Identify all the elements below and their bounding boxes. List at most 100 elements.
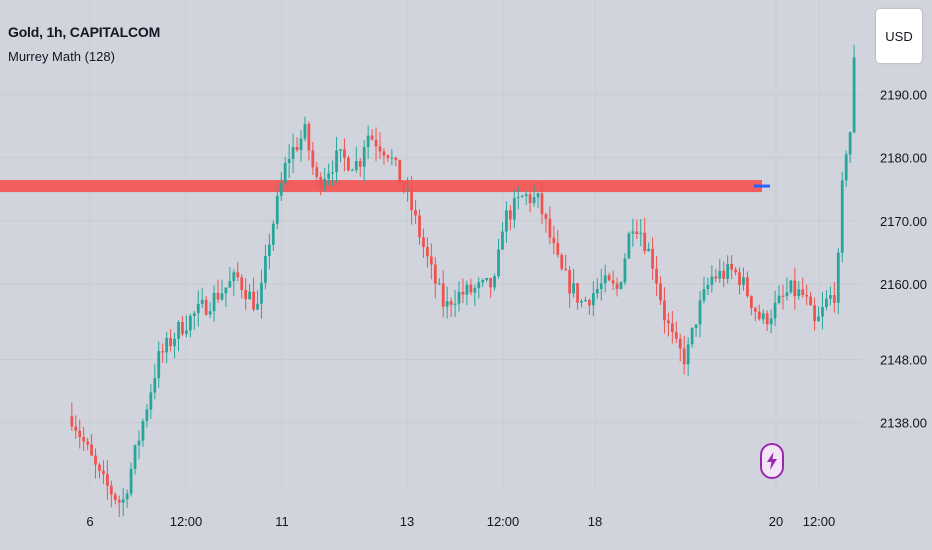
candle-body [252,291,255,310]
candle-body [204,299,208,315]
candle-body [212,292,216,312]
candle-body [94,455,97,465]
candle-body [287,158,291,163]
candle-body [327,173,331,179]
candle-body [501,231,504,250]
candle-body [773,302,777,319]
candle-body [161,351,165,353]
candle-body [556,243,560,255]
x-axis: 6 12:00 11 13 12:00 18 20 12:00 [86,514,835,529]
candle-body [406,189,410,191]
candle-body [738,272,741,285]
x-tick-label: 18 [588,514,602,529]
candle-body [552,237,556,244]
y-axis: 2190.00 2180.00 2170.00 2160.00 2148.00 2138.… [880,88,927,431]
candle-body [797,289,801,297]
candle-body [584,300,587,302]
candle-body [410,189,413,211]
candle-body [560,254,564,269]
candle-body [651,248,654,269]
candle-body [465,284,469,295]
candle-body [145,409,149,422]
candle-body [655,268,658,284]
symbol-title: Gold, 1h, CAPITALCOM [8,24,161,40]
candle-body [544,214,548,219]
candle-body [832,295,836,303]
x-tick-label: 12:00 [487,514,520,529]
candle-body [817,316,820,322]
candle-body [414,210,417,216]
x-tick-label: 20 [769,514,783,529]
candle-body [200,299,204,304]
candle-body [753,308,757,312]
candle-body [746,277,749,297]
candle-body [718,270,722,279]
candle-body [508,210,512,220]
candle-body [260,282,263,304]
candle-body [370,135,374,140]
candle-body [275,195,279,224]
candle-body [181,321,184,335]
candle-body [734,269,737,273]
candle-body [710,276,714,285]
candle-body [619,282,623,289]
candle-body [109,485,113,495]
candle-body [220,293,224,300]
candle-body [532,197,536,204]
candle-body [394,157,398,160]
currency-button[interactable]: USD [876,9,922,63]
candle-body [82,437,86,442]
candle-body [615,283,619,289]
candle-body [485,277,489,281]
candle-body [647,248,651,252]
candle-body [461,291,465,295]
candle-body [548,218,552,238]
candle-body [757,311,761,320]
indicator-label[interactable]: Murrey Math (128) [8,49,115,64]
candle-body [433,264,437,284]
candle-body [714,276,718,279]
candle-body [141,421,145,441]
event-marker[interactable] [760,443,784,479]
candle-body [781,295,785,297]
candle-body [706,284,710,290]
candle-body [311,150,315,168]
candle-body [437,283,441,285]
candle-body [588,300,591,306]
candle-body [295,146,299,151]
candle-body [429,256,433,265]
candle-body [528,194,532,204]
candle-body [481,280,485,283]
candle-body [576,283,579,303]
candle-body [722,270,726,279]
candle-body [74,426,78,431]
candle-body [335,150,338,173]
candle-body [70,416,74,427]
candle-body [777,295,781,303]
candle-body [564,268,568,271]
candle-body [726,263,730,279]
candle-body [422,237,425,248]
murrey-math-layer [0,180,762,193]
candle-body [493,276,496,288]
candle-body [283,162,287,184]
candle-body [512,198,516,220]
x-tick-label: 6 [86,514,93,529]
candle-body [343,149,346,158]
candle-body [836,252,840,303]
candle-body [196,303,200,314]
candle-body [765,313,769,325]
candle-body [106,474,109,486]
candle-body [639,232,643,235]
candle-body [303,123,307,139]
candle-body [86,441,90,445]
y-tick-label: 2180.00 [880,151,927,166]
candle-body [98,464,101,471]
candle-body [271,223,275,245]
candle-body [453,303,457,305]
x-tick-label: 13 [400,514,414,529]
candle-body [801,289,805,295]
murrey-math-level [0,180,762,193]
candle-body [121,499,125,503]
